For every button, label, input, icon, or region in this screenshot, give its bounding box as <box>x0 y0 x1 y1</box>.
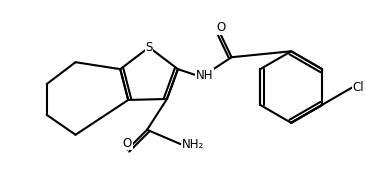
Text: Cl: Cl <box>353 81 365 94</box>
Text: NH₂: NH₂ <box>182 138 204 151</box>
Text: O: O <box>123 137 132 150</box>
Text: S: S <box>145 41 153 54</box>
Text: O: O <box>216 21 225 34</box>
Text: NH: NH <box>196 69 213 82</box>
